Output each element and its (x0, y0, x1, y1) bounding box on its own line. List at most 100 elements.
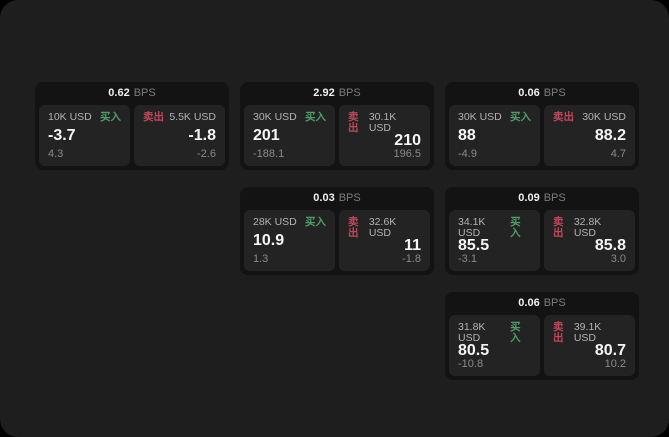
bps-header: 0.09 BPS (449, 187, 635, 210)
buy-panel-header: 31.8K USD 买入 (458, 322, 531, 343)
buy-side-label: 买入 (305, 216, 326, 228)
bps-value: 0.06 (518, 297, 540, 309)
sell-price-value: 88.2 (594, 126, 626, 144)
sell-panel-header: 卖出 32.6K USD (348, 217, 421, 238)
sell-panel-header: 卖出 32.8K USD (553, 217, 626, 238)
sell-delta-value: 3.0 (610, 253, 626, 265)
quote-panels: 31.8K USD 买入 80.5 -10.8 卖出 39.1K USD 80.… (449, 315, 635, 376)
buy-panel[interactable]: 30K USD 买入 201 -188.1 (244, 105, 335, 166)
bps-header: 0.62 BPS (39, 82, 225, 105)
bps-header: 0.06 BPS (449, 292, 635, 315)
sell-panel[interactable]: 卖出 32.8K USD 85.8 3.0 (544, 210, 635, 271)
quote-card: 0.09 BPS 34.1K USD 买入 85.5 -3.1 卖出 32.8K… (445, 187, 639, 275)
sell-side-label: 卖出 (348, 216, 359, 239)
quote-panels: 34.1K USD 买入 85.5 -3.1 卖出 32.8K USD 85.8… (449, 210, 635, 271)
quote-card: 2.92 BPS 30K USD 买入 201 -188.1 卖出 30.1K … (240, 82, 434, 170)
buy-amount-label: 30K USD (458, 111, 502, 123)
buy-panel[interactable]: 31.8K USD 买入 80.5 -10.8 (449, 315, 540, 376)
bps-value: 0.09 (518, 192, 540, 204)
bps-value: 2.92 (313, 87, 335, 99)
buy-amount-label: 28K USD (253, 216, 297, 228)
sell-amount-label: 30K USD (582, 111, 626, 123)
sell-delta-value: 10.2 (604, 358, 626, 370)
quote-card: 0.03 BPS 28K USD 买入 10.9 1.3 卖出 32.6K US… (240, 187, 434, 275)
buy-side-label: 买入 (510, 216, 521, 239)
buy-amount-label: 10K USD (48, 111, 92, 123)
bps-unit-label: BPS (338, 192, 361, 204)
buy-panel-header: 28K USD 买入 (253, 217, 326, 228)
sell-side-label: 卖出 (143, 111, 164, 123)
quote-panels: 30K USD 买入 88 -4.9 卖出 30K USD 88.2 4.7 (449, 105, 635, 166)
buy-side-label: 买入 (510, 321, 521, 344)
buy-delta-value: -10.8 (458, 358, 484, 370)
quote-panels: 28K USD 买入 10.9 1.3 卖出 32.6K USD 11 -1.8 (244, 210, 430, 271)
sell-panel[interactable]: 卖出 32.6K USD 11 -1.8 (339, 210, 430, 271)
buy-delta-value: -4.9 (458, 148, 477, 160)
sell-delta-value: -1.8 (402, 253, 421, 265)
sell-amount-label: 39.1K USD (573, 321, 602, 344)
sell-price-value: 210 (394, 132, 421, 149)
buy-price-value: -3.7 (48, 126, 76, 144)
sell-panel[interactable]: 卖出 5.5K USD -1.8 -2.6 (134, 105, 225, 166)
bps-value: 0.06 (518, 87, 540, 99)
sell-amount-label: 30.1K USD (368, 111, 397, 134)
bps-value: 0.62 (108, 87, 130, 99)
buy-panel[interactable]: 10K USD 买入 -3.7 4.3 (39, 105, 130, 166)
buy-panel[interactable]: 30K USD 买入 88 -4.9 (449, 105, 540, 166)
buy-amount-label: 34.1K USD (458, 216, 486, 239)
buy-price-value: 88 (458, 126, 476, 144)
sell-side-label: 卖出 (553, 216, 564, 239)
buy-price-value: 201 (253, 126, 280, 144)
sell-panel[interactable]: 卖出 39.1K USD 80.7 10.2 (544, 315, 635, 376)
buy-delta-value: 1.3 (253, 253, 269, 265)
sell-panel[interactable]: 卖出 30.1K USD 210 196.5 (339, 105, 430, 166)
sell-panel-header: 卖出 5.5K USD (143, 112, 216, 123)
bps-value: 0.03 (313, 192, 335, 204)
sell-delta-value: 196.5 (393, 148, 421, 160)
sell-price-value: 80.7 (594, 342, 626, 359)
bps-unit-label: BPS (543, 192, 566, 204)
sell-side-label: 卖出 (348, 111, 359, 134)
bps-unit-label: BPS (543, 297, 566, 309)
sell-panel-header: 卖出 39.1K USD (553, 322, 626, 343)
sell-amount-label: 5.5K USD (169, 111, 216, 123)
buy-delta-value: -188.1 (253, 148, 285, 160)
sell-price-value: 85.8 (594, 237, 626, 254)
buy-panel-header: 30K USD 买入 (458, 112, 531, 123)
quote-grid: 0.62 BPS 10K USD 买入 -3.7 4.3 卖出 5.5K USD… (35, 82, 639, 380)
quote-panels: 10K USD 买入 -3.7 4.3 卖出 5.5K USD -1.8 -2.… (39, 105, 225, 166)
sell-panel[interactable]: 卖出 30K USD 88.2 4.7 (544, 105, 635, 166)
buy-panel[interactable]: 28K USD 买入 10.9 1.3 (244, 210, 335, 271)
bps-unit-label: BPS (133, 87, 156, 99)
bps-header: 2.92 BPS (244, 82, 430, 105)
sell-amount-label: 32.6K USD (368, 216, 397, 239)
buy-amount-label: 31.8K USD (458, 321, 486, 344)
sell-side-label: 卖出 (553, 111, 574, 123)
buy-amount-label: 30K USD (253, 111, 297, 123)
quote-card: 0.06 BPS 30K USD 买入 88 -4.9 卖出 30K USD 8… (445, 82, 639, 170)
buy-side-label: 买入 (100, 111, 121, 123)
buy-price-value: 80.5 (458, 342, 490, 359)
buy-panel-header: 30K USD 买入 (253, 112, 326, 123)
sell-price-value: 11 (404, 237, 421, 254)
buy-panel-header: 10K USD 买入 (48, 112, 121, 123)
bps-header: 0.06 BPS (449, 82, 635, 105)
buy-price-value: 85.5 (458, 237, 490, 254)
buy-side-label: 买入 (305, 111, 326, 123)
sell-side-label: 卖出 (553, 321, 564, 344)
bps-header: 0.03 BPS (244, 187, 430, 210)
sell-panel-header: 卖出 30.1K USD (348, 112, 421, 133)
bps-unit-label: BPS (543, 87, 566, 99)
sell-delta-value: -2.6 (197, 148, 216, 160)
sell-panel-header: 卖出 30K USD (553, 112, 626, 123)
quote-card: 0.62 BPS 10K USD 买入 -3.7 4.3 卖出 5.5K USD… (35, 82, 229, 170)
bps-unit-label: BPS (338, 87, 361, 99)
buy-delta-value: 4.3 (48, 148, 64, 160)
buy-panel-header: 34.1K USD 买入 (458, 217, 531, 238)
buy-side-label: 买入 (510, 111, 531, 123)
quote-card: 0.06 BPS 31.8K USD 买入 80.5 -10.8 卖出 39.1… (445, 292, 639, 380)
buy-delta-value: -3.1 (458, 253, 477, 265)
quote-panels: 30K USD 买入 201 -188.1 卖出 30.1K USD 210 1… (244, 105, 430, 166)
buy-panel[interactable]: 34.1K USD 买入 85.5 -3.1 (449, 210, 540, 271)
